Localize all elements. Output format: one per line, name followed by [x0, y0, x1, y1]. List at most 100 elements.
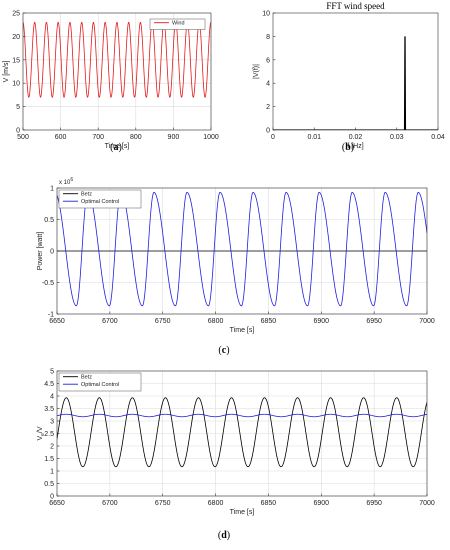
x-axis-label: Time [s]: [230, 509, 255, 516]
legend-box: [58, 189, 142, 209]
y-axis-label: Power [watt]: [37, 232, 44, 271]
y-axis-label-main: Power [watt]: [37, 232, 44, 271]
y-tick-label: 4: [50, 394, 54, 401]
y-tick-label: -1: [48, 312, 54, 319]
x-tick-label: 0.01: [307, 134, 321, 141]
panel-caption-close: ): [119, 142, 122, 153]
y-axis-label: |V(f)|: [253, 64, 260, 79]
panel-caption: (d): [218, 530, 230, 541]
x-tick-label: 6850: [261, 318, 277, 325]
panel-caption-close: ): [226, 345, 229, 356]
y-tick-label: 3.5: [44, 406, 54, 413]
panel-caption-close: ): [227, 530, 230, 541]
y-tick-label: 0: [266, 128, 270, 135]
y-tick-label: 0: [16, 128, 20, 135]
y-tick-label: 20: [12, 34, 20, 41]
y-exponent-power: 6: [70, 177, 73, 183]
y-tick-label: 0.5: [44, 481, 54, 488]
panel-caption-letter: b: [345, 142, 351, 153]
x-tick-label: 0.02: [349, 134, 363, 141]
y-tick-label: 1.5: [44, 456, 54, 463]
x-tick-label: 6650: [49, 500, 65, 507]
y-axis-label-main: V: [37, 436, 44, 441]
x-tick-label: 6900: [313, 500, 329, 507]
y-tick-label: 5: [16, 104, 20, 111]
y-tick-label: 2.5: [44, 431, 54, 438]
legend-entry: Wind: [172, 21, 185, 27]
x-axis-label: f [Hz]: [347, 143, 363, 150]
y-tick-label: -0.5: [42, 280, 54, 287]
y-tick-label: 0.5: [44, 217, 54, 224]
plot-area: [23, 13, 211, 130]
chart-c: 6650 6700 6750 6800 6850 6900 6950 7000 -1 -0.5 0 0…: [37, 177, 435, 356]
panel-caption-letter: c: [222, 345, 227, 356]
y-tick-label: 2: [266, 104, 270, 111]
legend-box: [149, 18, 206, 30]
x-tick-label: 800: [130, 134, 142, 141]
y-tick-label: 3: [50, 419, 54, 426]
chart-title: FFT wind speed: [326, 1, 385, 11]
series-line-wind: [23, 21, 211, 98]
plot-frame: [56, 187, 428, 315]
y-axis-label-subscript: e: [40, 433, 46, 436]
panel-caption: (b): [342, 142, 354, 153]
chart-a: 500 600 700 800 900 1000 0 5 10 15 20 25 Time [s] V […: [3, 11, 219, 154]
chart-b: 0 0.01 0.02 0.03 0.04 0 2 4 6 8 10 f [Hz] |V(f)| FFT …: [253, 1, 445, 153]
y-tick-label: 10: [12, 81, 20, 88]
plot-frame: [272, 12, 439, 131]
y-tick-label: 0: [50, 249, 54, 256]
y-exponent-label: x 106: [59, 177, 73, 186]
x-tick-label: 0.03: [390, 134, 404, 141]
series-line-series: [273, 36, 438, 130]
y-exponent-base: x 10: [59, 180, 71, 186]
y-tick-label: 5: [50, 369, 54, 376]
y-tick-label: 4.5: [44, 381, 54, 388]
x-tick-label: 6950: [366, 500, 382, 507]
plot-area: [273, 13, 438, 130]
panel-caption-open: (: [218, 530, 222, 541]
x-tick-label: 700: [92, 134, 104, 141]
y-tick-label: 15: [12, 57, 20, 64]
panel-caption-open: (: [110, 142, 114, 153]
x-tick-label: 6750: [155, 500, 171, 507]
legend-entry: Betz: [81, 375, 92, 381]
plot-frame: [56, 370, 428, 497]
x-tick-label: 6800: [208, 318, 224, 325]
y-tick-label: 8: [266, 34, 270, 41]
plot-frame: [22, 12, 212, 131]
series-line-betz: [57, 397, 427, 468]
x-tick-label: 6700: [102, 318, 118, 325]
chart-d: 6650 6700 6750 6800 6850 6900 6950 7000 0 0.5 1 1.5…: [37, 369, 435, 542]
legend-entry: Optimal Control: [81, 382, 119, 388]
y-tick-label: 25: [12, 11, 20, 18]
x-tick-label: 0.04: [431, 134, 445, 141]
legend-entry: Optimal Control: [81, 199, 119, 205]
y-tick-label: 1: [50, 186, 54, 193]
y-axis-label-main: V [m/s]: [3, 61, 10, 83]
x-axis-label: Time [s]: [230, 327, 255, 334]
legend: Wind: [149, 18, 206, 30]
panel-caption-letter: d: [221, 530, 227, 541]
x-tick-label: 6850: [261, 500, 277, 507]
y-axis-label-suffix: /V: [37, 426, 44, 433]
x-tick-label: 600: [55, 134, 67, 141]
y-tick-label: 2: [50, 444, 54, 451]
y-tick-label: 1: [50, 469, 54, 476]
x-tick-label: 6900: [313, 318, 329, 325]
legend-box: [58, 372, 142, 392]
x-tick-label: 1000: [203, 134, 219, 141]
panel-caption: (a): [110, 142, 122, 153]
series-line-optimal-control: [57, 413, 427, 418]
y-tick-label: 6: [266, 57, 270, 64]
x-tick-label: 6700: [102, 500, 118, 507]
y-axis-label: Ve/V: [37, 426, 46, 440]
panel-caption-open: (: [218, 345, 222, 356]
y-tick-label: 0: [50, 494, 54, 501]
y-tick-label: 10: [262, 11, 270, 18]
x-tick-label: 0: [271, 134, 275, 141]
x-tick-label: 6650: [49, 318, 65, 325]
y-axis-label-main: |V(f)|: [253, 64, 260, 79]
x-tick-label: 6750: [155, 318, 171, 325]
